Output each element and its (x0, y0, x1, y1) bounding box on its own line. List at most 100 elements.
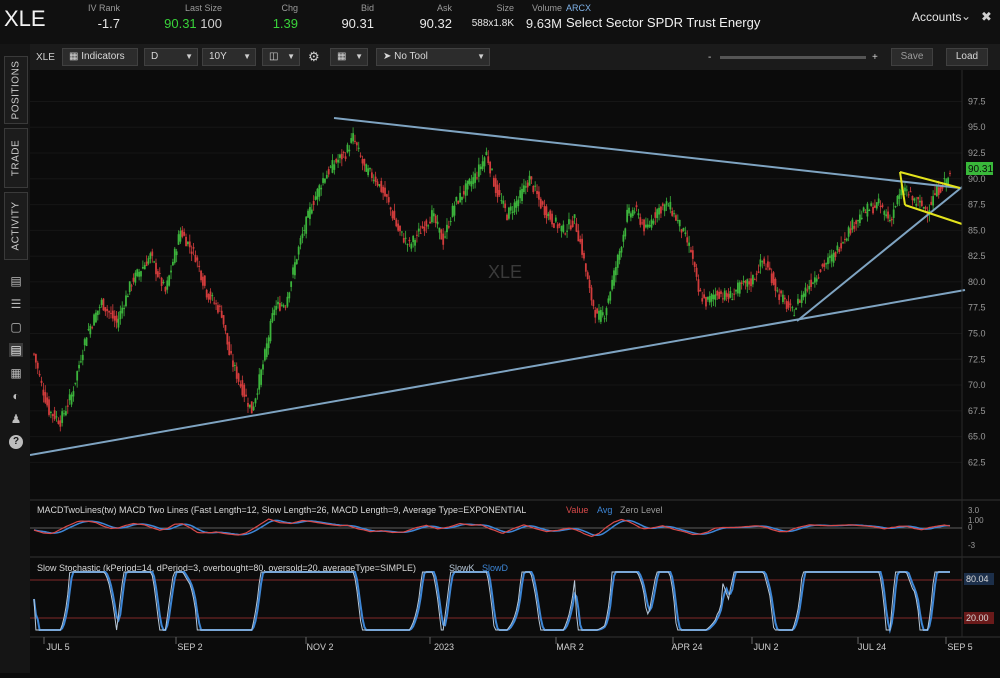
macd-axis-label: 0 (968, 523, 973, 532)
candle-body (230, 351, 232, 354)
gauge-icon[interactable]: ◐ (12, 389, 20, 403)
indicators-button[interactable]: ▦ Indicators (62, 48, 138, 66)
macd-avg-line (33, 519, 950, 537)
candle-body (847, 227, 850, 237)
load-button[interactable]: Load (946, 48, 988, 66)
drawing-style-select[interactable]: ▦ ▼ (330, 48, 368, 66)
grid-icon[interactable]: ▦ (10, 366, 22, 380)
candle-body (919, 200, 921, 203)
candle-body (98, 307, 101, 309)
candle-body (881, 204, 884, 208)
candle-body (453, 205, 456, 216)
size-label: Size (496, 3, 514, 13)
candle-body (472, 177, 475, 185)
tab-activity-label: ACTIVITY (10, 201, 22, 251)
candle-body (622, 234, 625, 242)
zoom-in-button[interactable]: + (872, 52, 878, 63)
candle-body (800, 295, 803, 303)
candle-body (188, 241, 191, 248)
quote-header: XLE IV Rank -1.7 Last Size 90.31 100 Chg… (0, 0, 1000, 44)
time-axis-label: JUN 2 (753, 642, 778, 652)
save-button[interactable]: Save (891, 48, 933, 66)
volume: Volume 9.63M (520, 3, 562, 31)
candle-body (813, 277, 816, 283)
candle-body (556, 224, 559, 229)
candle-body (736, 282, 739, 294)
gear-icon[interactable]: ⚙ (308, 49, 320, 64)
candle-body (581, 238, 583, 255)
bid: Bid 90.31 (330, 3, 374, 31)
list-icon[interactable]: ☰ (10, 297, 22, 311)
candle-body (217, 305, 219, 313)
symbol-title[interactable]: XLE (4, 6, 46, 31)
tab-activity[interactable]: ACTIVITY (4, 192, 28, 260)
time-axis-label: APR 24 (671, 642, 702, 652)
candle-body (596, 308, 599, 314)
candle-body (155, 262, 157, 275)
candle-body (250, 401, 253, 414)
price-tick-label: 82.5 (968, 251, 986, 261)
tool-select[interactable]: ➤ No Tool ▼ (376, 48, 490, 66)
chevron-down-icon[interactable]: ⌄ (961, 9, 972, 23)
candle-body (449, 220, 452, 222)
macd-axis-label: 3.0 (968, 506, 980, 515)
last-size: Last Size 90.31 100 (150, 3, 222, 31)
candle-body (224, 325, 227, 331)
help-icon[interactable]: ? (9, 435, 23, 449)
tab-positions[interactable]: POSITIONS (4, 56, 28, 124)
candle-body (607, 298, 610, 303)
candle-body (905, 189, 908, 191)
candle-body (720, 291, 722, 294)
candle-body (431, 210, 433, 223)
price-tick-label: 62.5 (968, 457, 986, 467)
candle-body (586, 272, 589, 280)
candle-body (312, 201, 315, 205)
time-axis-label: NOV 2 (306, 642, 333, 652)
candle-body (767, 261, 769, 268)
timeframe-select[interactable]: 10Y ▼ (202, 48, 256, 66)
time-axis-label: SEP 2 (177, 642, 202, 652)
candle-body (78, 364, 80, 369)
candle-body (44, 392, 47, 403)
candle-body (329, 166, 332, 168)
candle-body (614, 267, 617, 276)
chart-panel[interactable]: XLE 97.5 95.0 92.5 90.0 87.5 85.0 82.5 80.0 77.5… (29, 70, 1000, 673)
zoom-slider[interactable] (720, 56, 866, 59)
notes-icon[interactable]: ▤ (10, 274, 22, 288)
trendline-rising (796, 186, 963, 322)
close-icon[interactable]: ✖ (981, 9, 992, 24)
candle-body (33, 353, 35, 355)
change-label: Chg (281, 3, 298, 13)
candle-body (506, 214, 508, 221)
candle-body (273, 309, 276, 316)
tab-trade[interactable]: TRADE (4, 128, 28, 188)
candle-body (618, 251, 621, 260)
candle-body (834, 251, 837, 258)
chevron-down-icon: ▼ (477, 52, 485, 61)
people-icon[interactable]: ♟ (10, 412, 22, 426)
chart-style-select[interactable]: ◫ ▼ (262, 48, 300, 66)
candle-body (843, 238, 846, 240)
candle-body (474, 173, 477, 183)
candle-body (324, 178, 326, 183)
macd-axis-label: 1.00 (968, 516, 984, 525)
candle-body (755, 273, 758, 275)
macd-pane: 3.01.000 -3 (30, 506, 984, 550)
price-chart[interactable]: XLE 97.5 95.0 92.5 90.0 87.5 85.0 82.5 80.0 77.5… (29, 70, 1000, 673)
candle-body (828, 255, 831, 258)
candle-body (316, 188, 319, 200)
candle-body (262, 364, 264, 370)
accounts-menu[interactable]: Accounts (912, 10, 962, 24)
candle-body (237, 373, 240, 382)
candle-body (151, 251, 154, 256)
candle-body (879, 206, 882, 208)
chart-icon[interactable]: ▤ (9, 343, 23, 357)
candle-body (530, 176, 533, 180)
toolbar-symbol[interactable]: XLE (36, 52, 55, 63)
aggregation-select[interactable]: D ▼ (144, 48, 198, 66)
monitor-icon[interactable]: ▢ (10, 320, 22, 334)
stoch-axis-label: 80.04 (966, 574, 989, 584)
zoom-out-button[interactable]: - (708, 52, 712, 63)
candle-body (275, 306, 278, 310)
candle-body (748, 281, 751, 285)
